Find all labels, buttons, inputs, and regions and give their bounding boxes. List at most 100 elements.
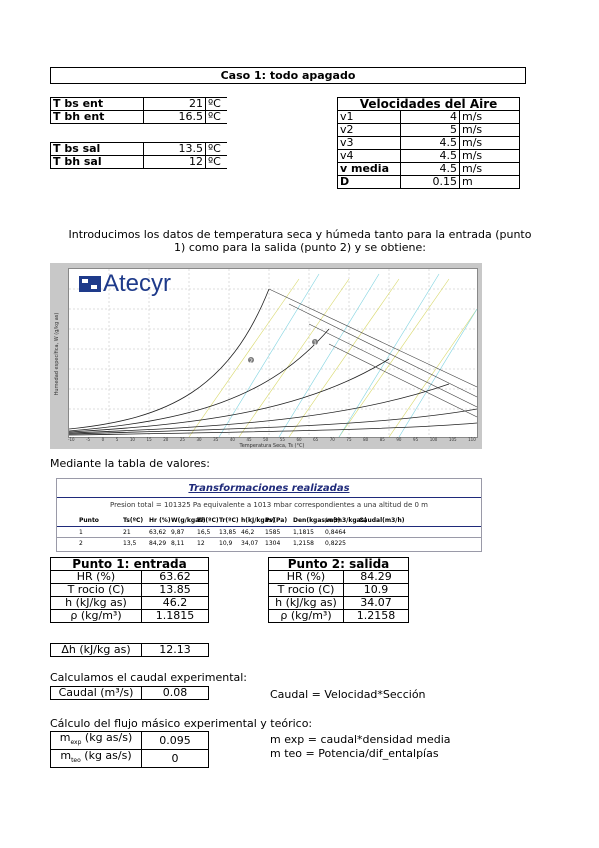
table-row: Δh (kJ/kg as) 12.13	[50, 643, 209, 657]
velocities-table: Velocidades del Aire v1 4 m/s v2 5 m/s v…	[337, 97, 520, 189]
table-row: T rocio (C) 10.9	[268, 583, 409, 597]
flujo-table: mexp (kg as/s) 0.095 mteo (kg as/s) 0	[50, 730, 209, 769]
table-cell: 1,2158	[293, 540, 314, 547]
chart-x-tick: 35	[213, 437, 219, 442]
temp-label: T bh sal	[50, 155, 144, 169]
temp-value: 13.5	[143, 142, 206, 156]
table-row: h (kJ/kg as) 46.2	[50, 596, 209, 610]
table-cell: 46,2	[241, 529, 255, 536]
psychrometric-chart: 2 1 Atecyr Humedad específica, W (g/kg a…	[50, 263, 482, 449]
m-teo-label: mteo (kg as/s)	[50, 749, 142, 769]
table-cell: 8,11	[171, 540, 185, 547]
punto1-title: Punto 1: entrada	[50, 557, 209, 571]
chart-x-tick: 90	[396, 437, 402, 442]
table-row: ρ (kg/m³) 1.1815	[50, 609, 209, 623]
velocity-label: v media	[337, 162, 401, 176]
caudal-label: Caudal (m³/s)	[50, 686, 142, 700]
table-row: mexp (kg as/s) 0.095	[50, 730, 209, 751]
logo-mark-icon	[79, 276, 101, 292]
table-row: HR (%) 63.62	[50, 570, 209, 584]
temp-value: 16.5	[143, 110, 206, 124]
table-row: 1 21 63,62 9,87 16,5 13,85 46,2 1585 1,1815 0,846…	[57, 529, 481, 537]
punto1-label: h (kJ/kg as)	[50, 596, 142, 610]
transformaciones-subtitle: Presion total = 101325 Pa equivalente a …	[109, 501, 429, 509]
temp-exit-table: T bs sal 13.5 ºC T bh sal 12 ºC	[50, 142, 227, 169]
chart-x-tick: -10	[68, 437, 75, 442]
chart-x-tick: 70	[329, 437, 335, 442]
enthalpy-lines	[188, 278, 478, 438]
logo-text: Atecyr	[103, 270, 172, 297]
table-row: v1 4 m/s	[337, 110, 520, 124]
chart-x-tick: 110	[468, 437, 476, 442]
table-header-cell: W(g/kgas)	[171, 517, 206, 524]
chart-x-ticks: -10 -5 0 5 10 15 20 25 30 35 40 45 50 55 60 65 70 75 80 85 9…	[68, 437, 476, 442]
velocity-unit: m/s	[459, 162, 520, 176]
velocity-label: D	[337, 175, 401, 189]
table-row: T bs ent 21 ºC	[50, 97, 227, 111]
table-row: v4 4.5 m/s	[337, 149, 520, 163]
table-header-cell: h(kJ/kgas)	[241, 517, 276, 524]
punto2-title: Punto 2: salida	[268, 557, 409, 571]
temp-unit: ºC	[205, 97, 227, 111]
punto2-label: ρ (kg/m³)	[268, 609, 344, 623]
punto1-value: 63.62	[141, 570, 209, 584]
chart-x-tick: 10	[129, 437, 135, 442]
table-row: v media 4.5 m/s	[337, 162, 520, 176]
caudal-value: 0.08	[141, 686, 209, 700]
table-header-row: Punto 1: entrada	[50, 557, 209, 571]
chart-x-tick: 75	[346, 437, 352, 442]
tabla-intro: Mediante la tabla de valores:	[50, 457, 210, 470]
punto1-label: ρ (kg/m³)	[50, 609, 142, 623]
table-cell: 12	[197, 540, 205, 547]
chart-plot-area: 2 1 Atecyr	[68, 268, 478, 438]
chart-x-tick: 65	[313, 437, 319, 442]
table-header-cell: ve(m3/kgas)	[325, 517, 367, 524]
chart-x-tick: 20	[163, 437, 169, 442]
temp-value: 12	[143, 155, 206, 169]
chart-x-tick: 55	[279, 437, 285, 442]
velocity-unit: m/s	[459, 136, 520, 150]
punto2-value: 10.9	[343, 583, 409, 597]
table-header-cell: Den(kgas/m3)	[293, 517, 341, 524]
temp-label: T bs ent	[50, 97, 144, 111]
table-row: T bh sal 12 ºC	[50, 155, 227, 169]
table-header-cell: Punto	[79, 517, 99, 524]
table-cell: 13,5	[123, 540, 137, 547]
temp-entry-table: T bs ent 21 ºC T bh ent 16.5 ºC	[50, 97, 227, 124]
intro-line-2: 1) como para la salida (punto 2) y se ob…	[174, 241, 426, 254]
temp-unit: ºC	[205, 155, 227, 169]
table-cell: 2	[79, 540, 83, 547]
table-cell: 21	[123, 529, 131, 536]
punto2-value: 1.2158	[343, 609, 409, 623]
chart-x-tick: -5	[86, 437, 91, 442]
chart-x-tick: 100	[429, 437, 438, 442]
table-cell: 34,07	[241, 540, 259, 547]
punto2-label: h (kJ/kg as)	[268, 596, 344, 610]
table-row: 2 13,5 84,29 8,11 12 10,9 34,07 1304 1,2158 0,822…	[57, 540, 481, 548]
temp-label: T bh ent	[50, 110, 144, 124]
table-row: v2 5 m/s	[337, 123, 520, 137]
table-row: T rocio (C) 13.85	[50, 583, 209, 597]
table-row: h (kJ/kg as) 34.07	[268, 596, 409, 610]
case-title: Caso 1: todo apagado	[50, 67, 526, 84]
table-cell: 9,87	[171, 529, 185, 536]
point-label-2: 2	[249, 358, 253, 365]
table-row: T bh ent 16.5 ºC	[50, 110, 227, 124]
velocity-label: v4	[337, 149, 401, 163]
chart-x-tick: 105	[448, 437, 457, 442]
temp-unit: ºC	[205, 110, 227, 124]
table-header-row: Punto 2: salida	[268, 557, 409, 571]
chart-x-label: Temperatura Seca, Ts (°C)	[239, 443, 305, 449]
punto2-table: Punto 2: salida HR (%) 84.29 T rocio (C) 1…	[268, 557, 409, 623]
caudal-table: Caudal (m³/s) 0.08	[50, 686, 209, 700]
table-cell: 1304	[265, 540, 281, 547]
velocity-value: 4	[400, 110, 460, 124]
velocity-value: 4.5	[400, 149, 460, 163]
chart-x-tick: 25	[179, 437, 185, 442]
punto1-label: T rocio (C)	[50, 583, 142, 597]
table-row: Caudal (m³/s) 0.08	[50, 686, 209, 700]
table-cell: 16,5	[197, 529, 211, 536]
atecyr-logo: Atecyr	[79, 270, 172, 297]
chart-y-label: Humedad específica, W (g/kg as)	[54, 312, 60, 396]
table-header-cell: Ts(ºC)	[123, 517, 144, 524]
